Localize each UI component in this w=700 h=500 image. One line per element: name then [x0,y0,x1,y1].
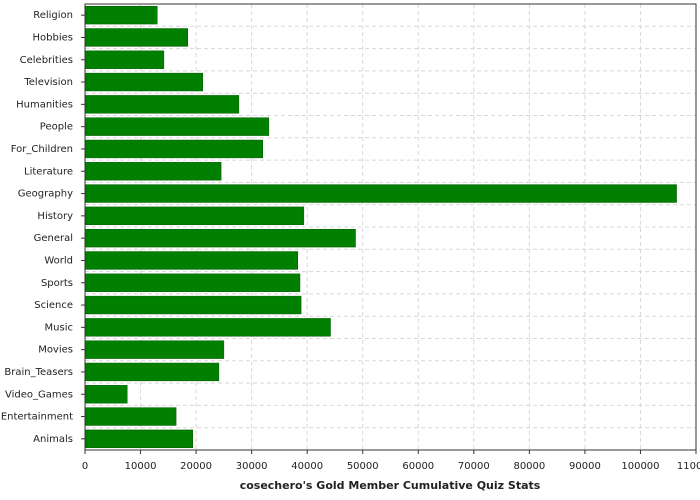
bar [84,340,225,359]
y-tick-label: Celebrities [20,55,73,66]
bar [84,228,356,248]
bar [84,206,305,226]
bar [84,251,298,270]
x-tick-label: 100000 [621,461,659,472]
bar [84,407,177,426]
x-axis-label: cosechero's Gold Member Cumulative Quiz … [240,479,541,492]
bar [84,117,270,136]
bar [84,184,677,203]
y-tick-label: Animals [33,434,73,445]
bar [84,429,194,449]
y-tick-label: For_Children [11,144,73,155]
plot-frame [84,3,697,451]
y-tick-label: Television [23,77,73,88]
x-tick-label: 50000 [347,461,379,472]
bar [84,72,204,92]
x-tick-label: 110000 [677,461,700,472]
y-tick-label: Religion [33,10,73,21]
y-tick-label: Literature [24,166,73,177]
y-tick-label: Music [45,322,73,333]
y-tick-label: People [40,122,73,133]
x-tick-label: 30000 [236,461,268,472]
bar [84,273,301,292]
bar [84,95,240,114]
y-tick-label: World [44,255,73,266]
y-tick-label: History [37,211,73,222]
bar [84,162,222,181]
y-tick-label: Hobbies [33,32,73,43]
x-tick-label: 40000 [291,461,323,472]
x-tick-label: 10000 [125,461,157,472]
y-tick-label: Humanities [16,99,73,110]
bar [84,295,302,315]
bar [84,362,220,382]
y-tick-label: Entertainment [1,412,73,423]
x-tick-label: 0 [82,461,88,472]
x-tick-label: 60000 [402,461,434,472]
bar [84,318,331,337]
x-tick-label: 80000 [513,461,545,472]
x-tick-label: 90000 [569,461,601,472]
y-tick-label: Sports [41,278,73,289]
y-tick-label: Geography [18,189,73,200]
y-tick-label: General [34,233,73,244]
y-tick-label: Science [34,300,73,311]
y-tick-label: Movies [38,345,73,356]
x-tick-label: 70000 [458,461,490,472]
y-tick-label: Brain_Teasers [4,367,73,378]
y-tick-label: Video_Games [5,389,73,400]
bar [84,385,128,404]
bar [84,5,158,25]
x-tick-label: 20000 [180,461,212,472]
bar [84,28,189,47]
bar [84,139,263,159]
bar [84,50,165,69]
